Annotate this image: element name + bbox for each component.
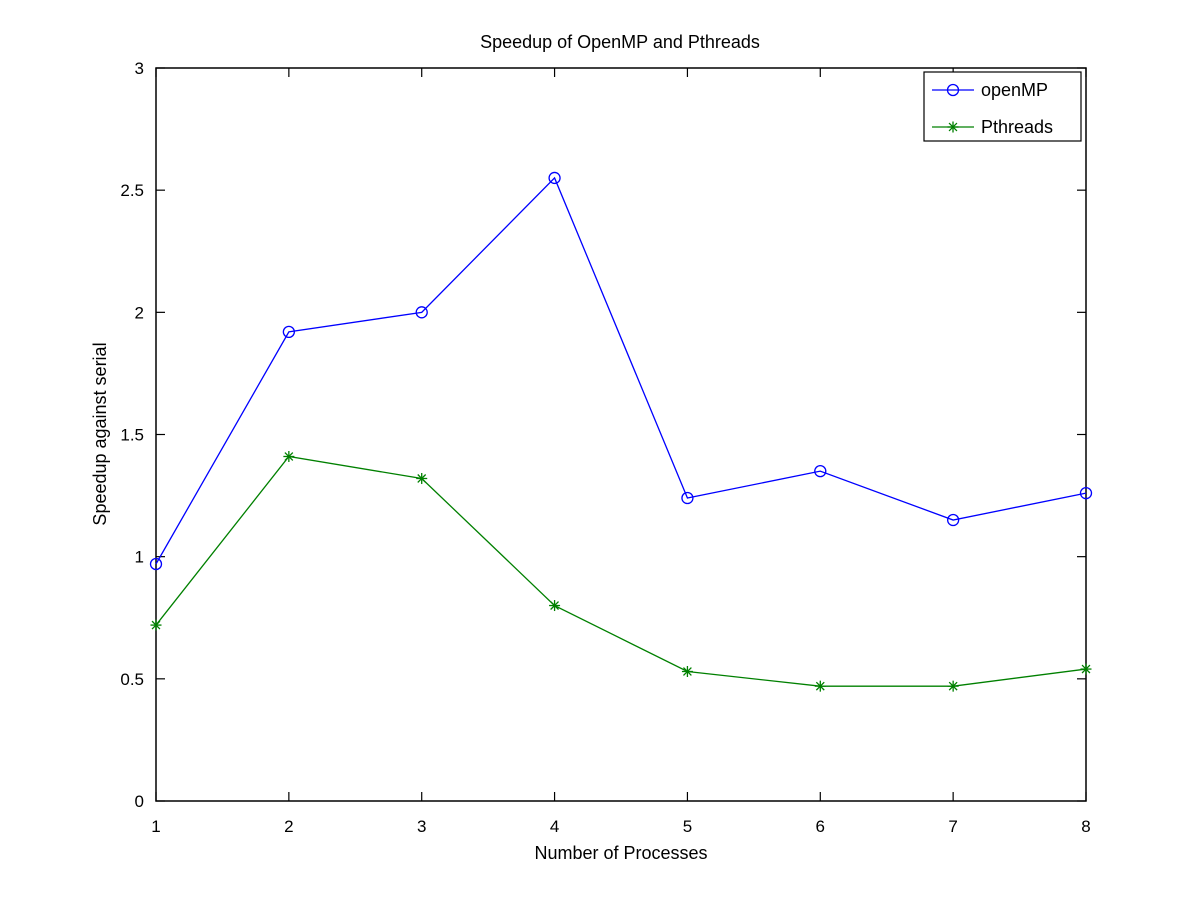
legend-item-pthreads: Pthreads <box>932 117 1053 137</box>
point-openmp <box>814 464 827 478</box>
plot-area <box>155 67 1087 802</box>
series-line-openmp <box>155 176 1087 565</box>
series-layer <box>149 171 1093 692</box>
point-openmp <box>149 557 163 571</box>
y-tick-label: 3 <box>135 59 144 78</box>
y-tick-label: 0.5 <box>120 670 144 689</box>
x-tick-label: 1 <box>151 817 160 836</box>
point-pthreads <box>416 472 428 484</box>
series-line-pthreads <box>155 455 1087 687</box>
x-axis-title: Number of Processes <box>534 843 707 863</box>
point-pthreads <box>549 600 561 612</box>
series-pthreads <box>150 450 1092 692</box>
point-openmp <box>946 513 960 527</box>
x-tick-label: 6 <box>816 817 825 836</box>
x-tick-label: 2 <box>284 817 293 836</box>
point-openmp <box>282 325 296 339</box>
point-pthreads <box>1080 663 1092 675</box>
x-tick-labels: 1 2 3 4 5 6 7 8 <box>151 817 1090 836</box>
legend-marker <box>947 121 959 133</box>
y-tick-label: 1 <box>135 548 144 567</box>
legend-label: Pthreads <box>981 117 1053 137</box>
legend-marker <box>946 83 960 97</box>
legend-item-openmp: openMP <box>932 80 1048 100</box>
y-tick-label: 2 <box>135 303 144 322</box>
x-tick-label: 3 <box>417 817 426 836</box>
legend: openMP Pthreads <box>923 71 1082 142</box>
point-openmp <box>415 306 428 319</box>
chart-title: Speedup of OpenMP and Pthreads <box>480 32 760 52</box>
point-openmp <box>681 491 694 505</box>
point-pthreads <box>681 666 693 678</box>
series-openmp <box>149 171 1093 571</box>
x-tick-label: 4 <box>550 817 559 836</box>
point-openmp <box>548 171 561 185</box>
point-pthreads <box>814 680 826 692</box>
point-pthreads <box>283 450 295 462</box>
x-tick-label: 8 <box>1081 817 1090 836</box>
point-pthreads <box>947 680 959 692</box>
y-tick-label: 2.5 <box>120 181 144 200</box>
y-tick-labels: 0 0.5 1 1.5 2 2.5 3 <box>120 59 144 811</box>
legend-label: openMP <box>981 80 1048 100</box>
x-tick-label: 5 <box>683 817 692 836</box>
point-pthreads <box>150 619 162 631</box>
y-tick-label: 0 <box>135 792 144 811</box>
y-tick-label: 1.5 <box>120 426 144 445</box>
y-axis-title: Speedup against serial <box>90 342 110 525</box>
point-openmp <box>1079 486 1093 500</box>
legend-items: openMP Pthreads <box>932 80 1053 137</box>
x-tick-label: 7 <box>948 817 957 836</box>
